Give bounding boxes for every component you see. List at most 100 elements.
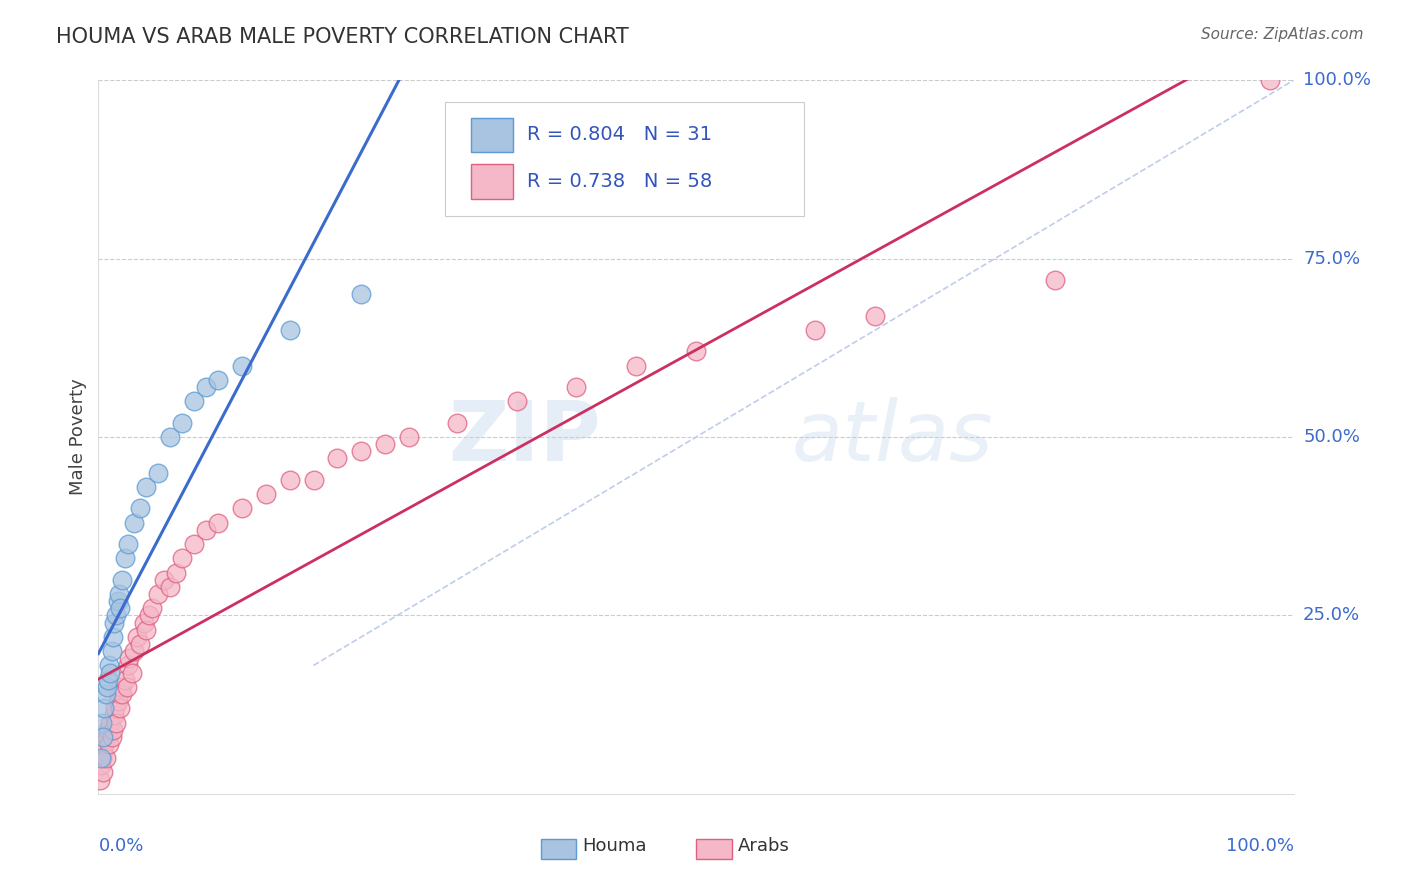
Point bbox=[148, 587, 170, 601]
Point bbox=[118, 651, 141, 665]
Point bbox=[117, 658, 139, 673]
Point bbox=[97, 723, 120, 737]
Text: 0.0%: 0.0% bbox=[98, 837, 143, 855]
Point bbox=[172, 551, 194, 566]
Point bbox=[207, 373, 229, 387]
Point bbox=[231, 359, 253, 373]
FancyBboxPatch shape bbox=[471, 164, 513, 199]
Point bbox=[350, 444, 373, 458]
Point bbox=[98, 737, 121, 751]
Point bbox=[98, 665, 122, 680]
Point bbox=[107, 687, 129, 701]
Point bbox=[865, 309, 887, 323]
Point bbox=[129, 637, 152, 651]
FancyBboxPatch shape bbox=[541, 838, 576, 859]
Point bbox=[135, 480, 157, 494]
Point bbox=[278, 473, 301, 487]
Text: 100.0%: 100.0% bbox=[1303, 71, 1371, 89]
Point bbox=[124, 644, 146, 658]
Point bbox=[104, 701, 127, 715]
Point bbox=[195, 380, 218, 394]
Point bbox=[231, 501, 253, 516]
Point bbox=[100, 644, 122, 658]
Point bbox=[565, 380, 588, 394]
Text: HOUMA VS ARAB MALE POVERTY CORRELATION CHART: HOUMA VS ARAB MALE POVERTY CORRELATION C… bbox=[56, 27, 628, 46]
Point bbox=[121, 665, 143, 680]
Text: Source: ZipAtlas.com: Source: ZipAtlas.com bbox=[1201, 27, 1364, 42]
Y-axis label: Male Poverty: Male Poverty bbox=[69, 379, 87, 495]
Text: ZIP: ZIP bbox=[449, 397, 600, 477]
Text: 75.0%: 75.0% bbox=[1303, 250, 1360, 268]
Point bbox=[91, 744, 114, 758]
Point bbox=[96, 730, 118, 744]
Point bbox=[165, 566, 187, 580]
Point bbox=[103, 615, 125, 630]
Point bbox=[350, 287, 373, 301]
Point bbox=[626, 359, 648, 373]
Point bbox=[101, 723, 124, 737]
Point bbox=[159, 580, 181, 594]
Point bbox=[141, 601, 163, 615]
Point bbox=[105, 608, 128, 623]
Text: 100.0%: 100.0% bbox=[1226, 837, 1294, 855]
Point bbox=[96, 680, 118, 694]
Point bbox=[183, 537, 205, 551]
FancyBboxPatch shape bbox=[471, 118, 513, 152]
Point bbox=[804, 323, 827, 337]
Point bbox=[98, 658, 121, 673]
Point bbox=[91, 751, 114, 765]
Point bbox=[1258, 73, 1281, 87]
Point bbox=[103, 708, 125, 723]
FancyBboxPatch shape bbox=[696, 838, 733, 859]
Point bbox=[1043, 273, 1066, 287]
Point bbox=[302, 473, 325, 487]
Point bbox=[94, 687, 117, 701]
Point bbox=[115, 680, 138, 694]
Point bbox=[278, 323, 301, 337]
Point bbox=[98, 715, 122, 730]
Point bbox=[111, 573, 134, 587]
Point bbox=[89, 772, 111, 787]
Point bbox=[117, 537, 139, 551]
Point bbox=[91, 715, 114, 730]
Point bbox=[254, 487, 277, 501]
Text: atlas: atlas bbox=[792, 397, 993, 477]
Point bbox=[107, 694, 129, 708]
Point bbox=[114, 551, 136, 566]
Point bbox=[132, 615, 155, 630]
Point bbox=[374, 437, 396, 451]
Point bbox=[90, 758, 112, 772]
Point bbox=[183, 394, 205, 409]
Point bbox=[107, 587, 129, 601]
Point bbox=[91, 765, 114, 780]
FancyBboxPatch shape bbox=[446, 102, 804, 216]
Point bbox=[446, 416, 468, 430]
Point bbox=[108, 701, 131, 715]
Point bbox=[138, 608, 160, 623]
Point bbox=[100, 730, 122, 744]
Point bbox=[506, 394, 529, 409]
Point bbox=[105, 715, 128, 730]
Text: R = 0.738   N = 58: R = 0.738 N = 58 bbox=[527, 172, 713, 191]
Point bbox=[93, 701, 115, 715]
Point bbox=[172, 416, 194, 430]
Point bbox=[108, 601, 131, 615]
Point bbox=[101, 630, 124, 644]
Point bbox=[110, 680, 132, 694]
Point bbox=[93, 737, 115, 751]
Point bbox=[207, 516, 229, 530]
Point bbox=[153, 573, 176, 587]
Point bbox=[94, 751, 117, 765]
Point bbox=[124, 516, 146, 530]
Point bbox=[90, 751, 112, 765]
Point bbox=[111, 687, 134, 701]
Text: Houma: Houma bbox=[582, 837, 647, 855]
Text: 50.0%: 50.0% bbox=[1303, 428, 1360, 446]
Point bbox=[195, 523, 218, 537]
Point bbox=[685, 344, 707, 359]
Text: Arabs: Arabs bbox=[738, 837, 790, 855]
Text: 25.0%: 25.0% bbox=[1303, 607, 1360, 624]
Point bbox=[114, 673, 136, 687]
Point bbox=[107, 594, 129, 608]
Point bbox=[125, 630, 148, 644]
